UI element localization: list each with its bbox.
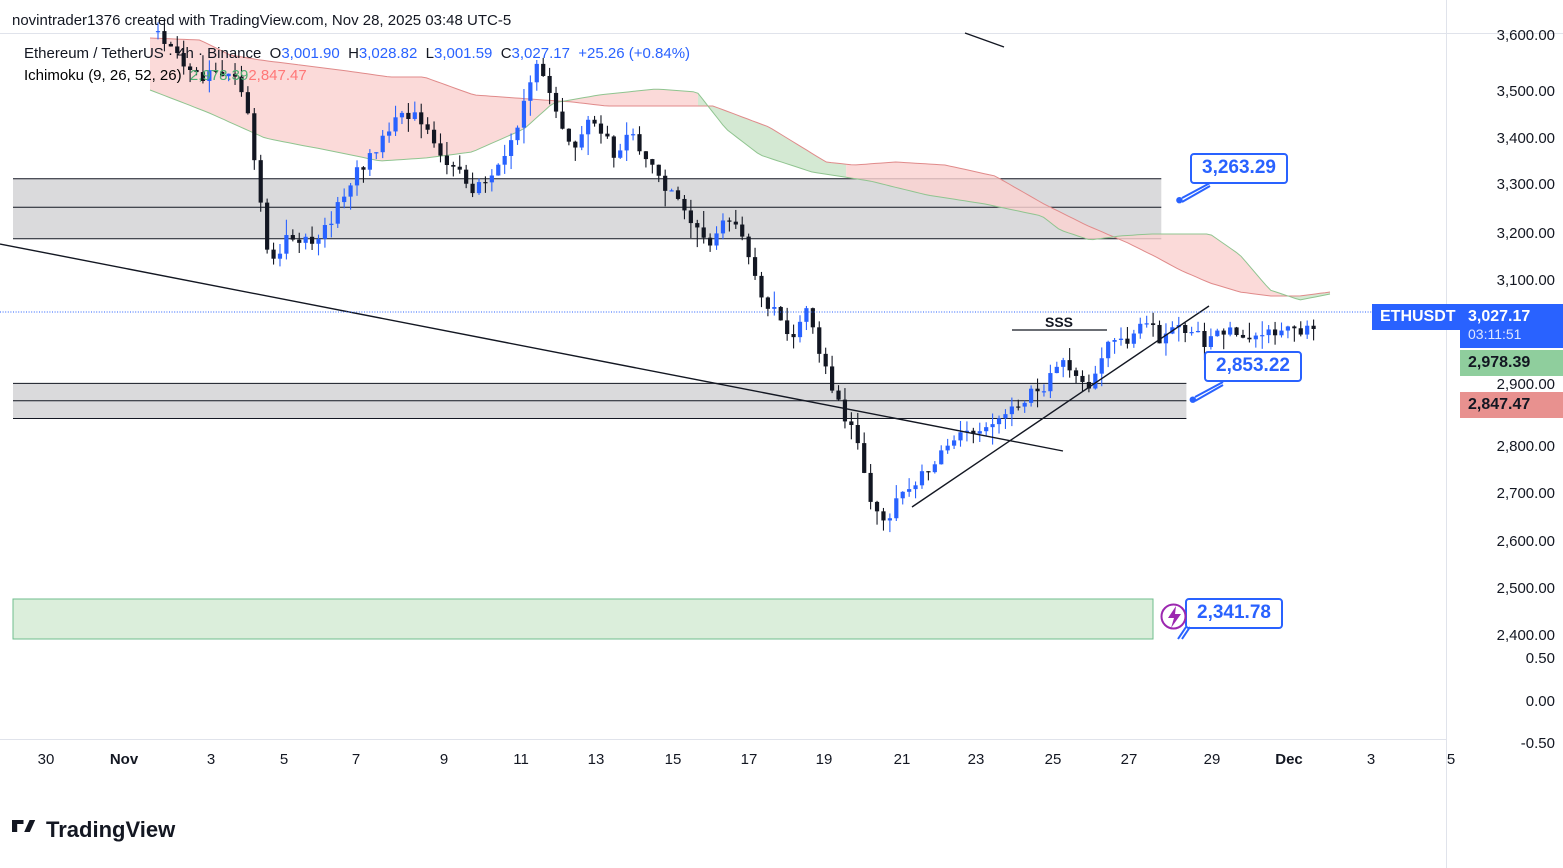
- svg-text:SSS: SSS: [1045, 314, 1073, 330]
